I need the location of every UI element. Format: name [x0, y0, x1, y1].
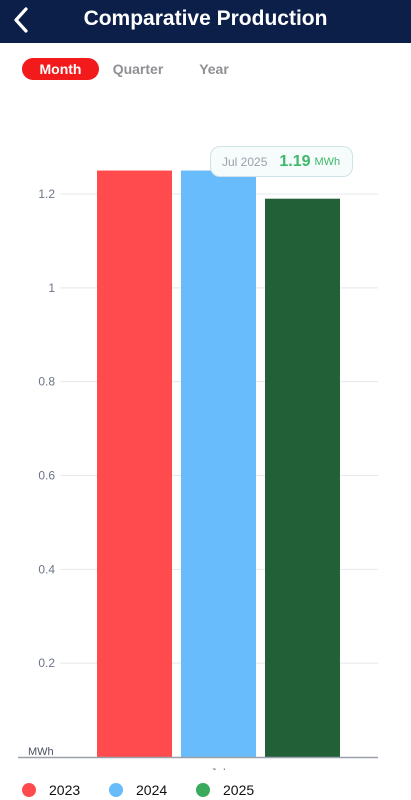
- tab-month[interactable]: Month: [22, 58, 99, 80]
- y-tick-label: 0.2: [38, 656, 55, 670]
- tab-year[interactable]: Year: [199, 61, 229, 77]
- header-bar: Comparative Production: [0, 0, 411, 43]
- y-tick-label: 0.4: [38, 562, 55, 576]
- back-button[interactable]: [6, 4, 36, 36]
- legend-dot-2023: [22, 783, 36, 797]
- page-title: Comparative Production: [83, 7, 328, 30]
- bar-2025: [265, 198, 340, 758]
- tab-quarter[interactable]: Quarter: [112, 61, 164, 77]
- y-tick-label: 1: [48, 281, 55, 295]
- value-tooltip: Jul 2025 1.19 MWh: [210, 146, 353, 177]
- legend-item-2023: 2023: [22, 782, 80, 798]
- chevron-left-icon: [14, 7, 28, 33]
- tooltip-unit: MWh: [314, 155, 341, 168]
- legend-label-2024: 2024: [136, 782, 168, 798]
- legend-label-2025: 2025: [223, 782, 255, 798]
- bar-2023: [97, 170, 172, 757]
- legend-label-2023: 2023: [49, 782, 81, 798]
- production-bar-chart: 0.2 0.4 0.6 0.8 1 1.2 MWh Jul: [18, 170, 378, 770]
- legend-item-2024: 2024: [109, 782, 167, 798]
- tooltip-period-label: Jul 2025: [222, 154, 268, 169]
- y-axis-unit-label: MWh: [28, 746, 54, 758]
- legend-dot-2025: [196, 783, 210, 797]
- y-tick-label: 1.2: [38, 187, 55, 201]
- legend-item-2025: 2025: [196, 782, 254, 798]
- tooltip-value: 1.19: [279, 152, 311, 170]
- y-tick-label: 0.8: [38, 375, 55, 389]
- legend-dot-2024: [109, 783, 123, 797]
- x-tick-label: Jul: [210, 766, 225, 770]
- bar-2024: [181, 170, 256, 757]
- y-tick-label: 0.6: [38, 469, 55, 483]
